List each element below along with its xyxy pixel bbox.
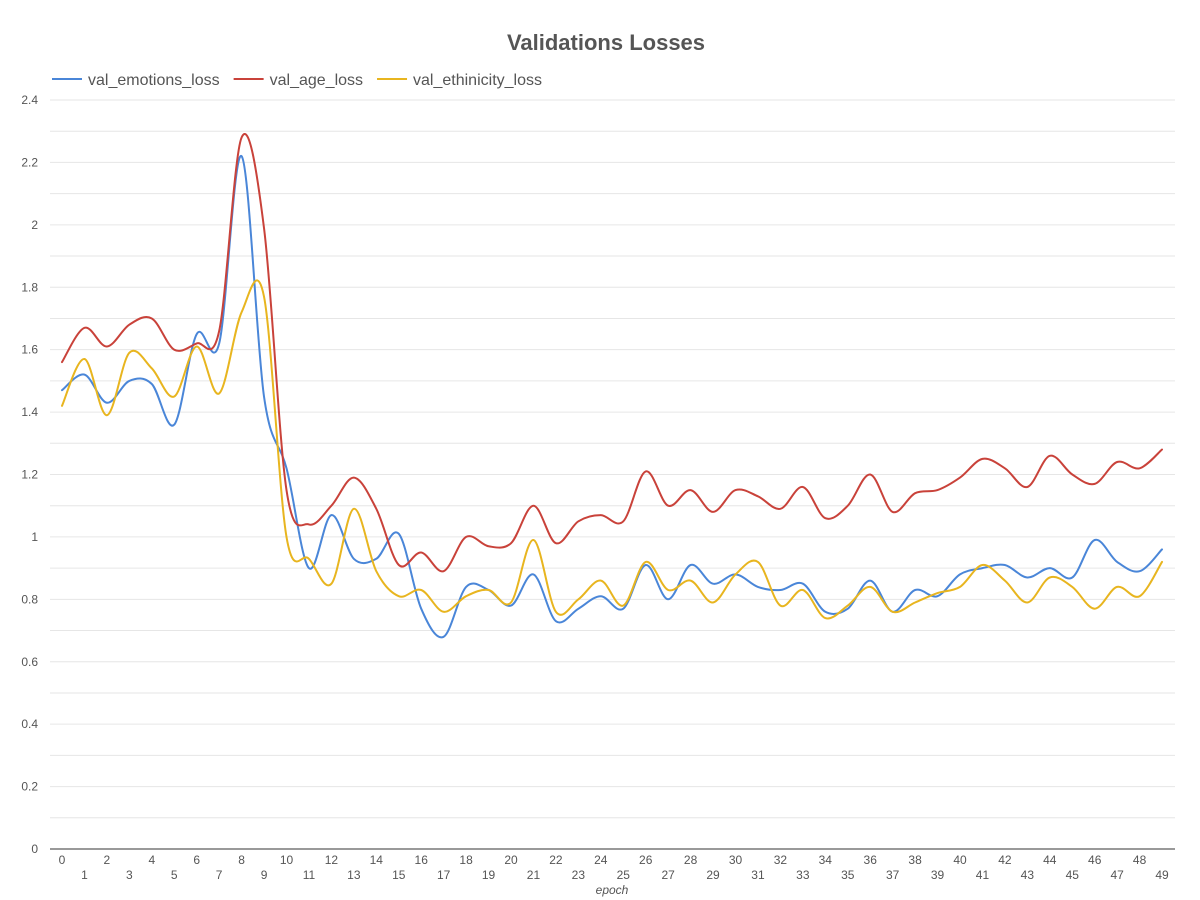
y-tick-label: 2.2	[21, 155, 38, 169]
legend-label: val_emotions_loss	[88, 72, 220, 89]
x-tick-label: 26	[639, 853, 653, 867]
legend: val_emotions_loss val_age_loss val_ethinic…	[52, 72, 542, 89]
series-lines	[61, 133, 1163, 639]
x-tick-label: 8	[238, 853, 245, 867]
x-tick-label: 45	[1066, 868, 1080, 882]
x-tick-label: 37	[886, 868, 900, 882]
x-tick-label: 38	[908, 853, 922, 867]
y-tick-label: 1.4	[21, 405, 38, 419]
y-tick-label: 0.8	[21, 592, 38, 606]
legend-label: val_age_loss	[270, 72, 363, 89]
chart-title: Validations Losses	[507, 30, 705, 55]
x-tick-label: 39	[931, 868, 945, 882]
gridlines	[50, 99, 1175, 819]
x-tick-label: 43	[1021, 868, 1035, 882]
x-tick-label: 33	[796, 868, 810, 882]
x-tick-label: 32	[774, 853, 788, 867]
x-tick-label: 19	[482, 868, 496, 882]
x-tick-label: 27	[661, 868, 675, 882]
y-tick-label: 1	[31, 530, 38, 544]
y-tick-label: 0.6	[21, 655, 38, 669]
x-axis-ticks: 0123456789101112131415161718192021222324…	[59, 853, 1169, 882]
x-tick-label: 40	[953, 853, 967, 867]
x-tick-label: 48	[1133, 853, 1147, 867]
x-tick-label: 12	[325, 853, 339, 867]
y-tick-label: 2	[31, 218, 38, 232]
x-tick-label: 36	[864, 853, 878, 867]
x-tick-label: 9	[261, 868, 268, 882]
x-axis-title: epoch	[596, 883, 629, 897]
x-tick-label: 0	[59, 853, 66, 867]
x-tick-label: 15	[392, 868, 406, 882]
x-tick-label: 20	[504, 853, 518, 867]
series-line-val-age-loss	[61, 133, 1163, 573]
x-tick-label: 16	[415, 853, 429, 867]
x-tick-label: 6	[193, 853, 200, 867]
x-tick-label: 46	[1088, 853, 1102, 867]
x-tick-label: 28	[684, 853, 698, 867]
y-tick-label: 0.4	[21, 717, 38, 731]
x-tick-label: 21	[527, 868, 541, 882]
series-line-val-ethinicity-loss	[61, 279, 1163, 620]
x-tick-label: 23	[572, 868, 586, 882]
x-tick-label: 29	[706, 868, 720, 882]
x-tick-label: 18	[459, 853, 473, 867]
x-tick-label: 11	[303, 868, 316, 882]
x-tick-label: 4	[148, 853, 155, 867]
y-tick-label: 1.8	[21, 280, 38, 294]
x-tick-label: 2	[104, 853, 111, 867]
x-tick-label: 35	[841, 868, 855, 882]
y-tick-label: 0.2	[21, 780, 38, 794]
legend-item-val-ethinicity-loss: val_ethinicity_loss	[377, 72, 542, 89]
legend-item-val-emotions-loss: val_emotions_loss	[52, 72, 220, 89]
x-tick-label: 44	[1043, 853, 1057, 867]
x-tick-label: 41	[976, 868, 990, 882]
x-tick-label: 1	[81, 868, 88, 882]
x-tick-label: 30	[729, 853, 743, 867]
y-tick-label: 1.6	[21, 343, 38, 357]
x-tick-label: 25	[617, 868, 631, 882]
x-tick-label: 47	[1110, 868, 1124, 882]
legend-item-val-age-loss: val_age_loss	[233, 72, 363, 89]
x-tick-label: 24	[594, 853, 608, 867]
y-tick-label: 0	[31, 842, 38, 856]
series-line-val-emotions-loss	[61, 155, 1163, 639]
x-tick-label: 14	[370, 853, 384, 867]
legend-label: val_ethinicity_loss	[413, 72, 542, 89]
x-tick-label: 31	[751, 868, 765, 882]
x-tick-label: 34	[819, 853, 833, 867]
x-tick-label: 42	[998, 853, 1012, 867]
x-tick-label: 49	[1155, 868, 1169, 882]
x-tick-label: 17	[437, 868, 451, 882]
x-tick-label: 10	[280, 853, 294, 867]
x-tick-label: 3	[126, 868, 133, 882]
y-axis-ticks: 0 0.2 0.4 0.6 0.8 1 1.2 1.4 1.6 1.8 2 2.2 2.4	[21, 93, 38, 856]
x-tick-label: 5	[171, 868, 178, 882]
x-tick-label: 13	[347, 868, 361, 882]
x-tick-label: 7	[216, 868, 223, 882]
x-tick-label: 22	[549, 853, 563, 867]
y-tick-label: 1.2	[21, 468, 38, 482]
y-tick-label: 2.4	[21, 93, 38, 107]
